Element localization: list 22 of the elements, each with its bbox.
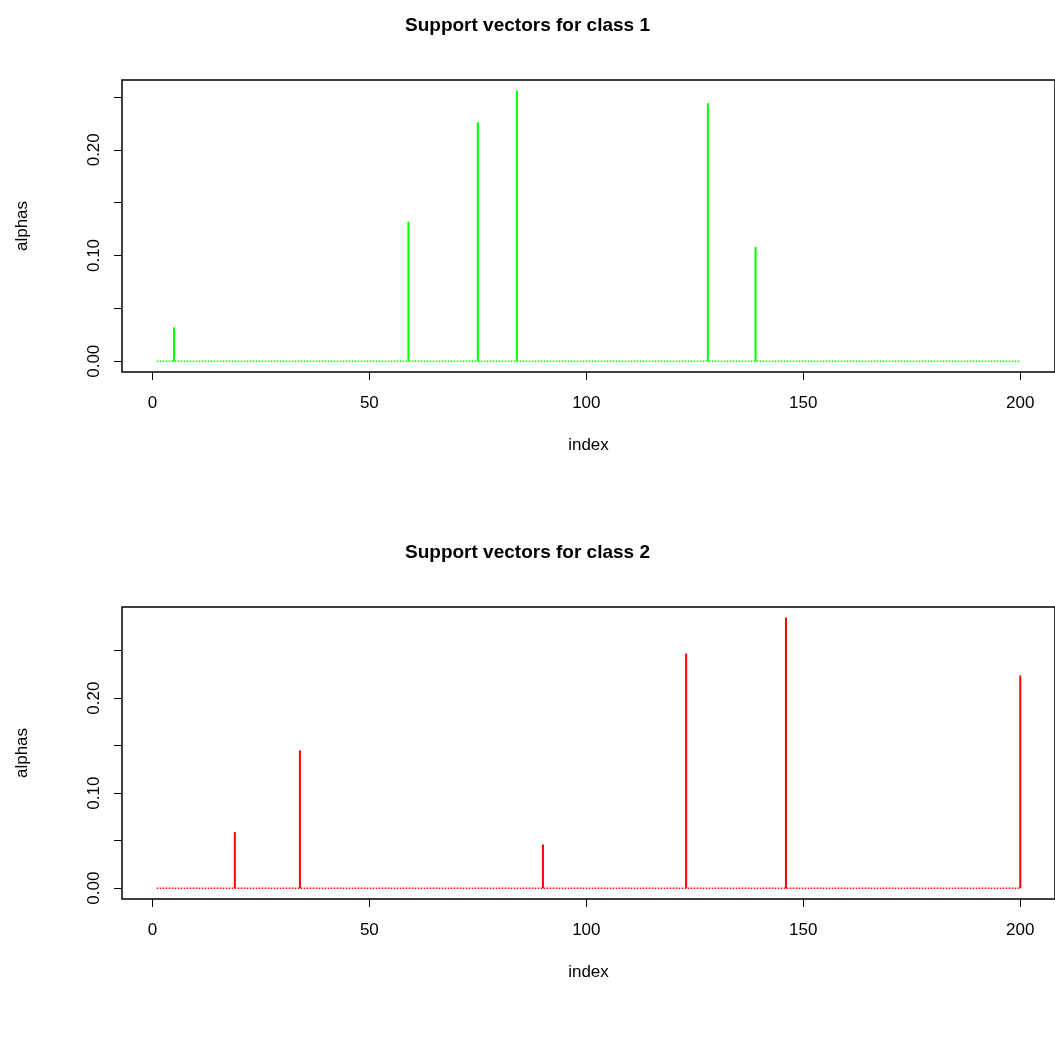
x-tick-label: 50 xyxy=(359,393,379,412)
x-tick-label: 200 xyxy=(1006,393,1035,412)
x-axis-title: index xyxy=(568,435,610,454)
y-tick-label: 0.20 xyxy=(84,133,103,167)
y-tick-label: 0.00 xyxy=(84,344,103,378)
y-tick-label: 0.10 xyxy=(84,776,103,810)
y-tick-label: 0.20 xyxy=(84,681,103,715)
x-tick-label: 150 xyxy=(789,393,818,412)
x-tick-label: 200 xyxy=(1006,920,1035,939)
x-tick-label: 100 xyxy=(572,393,601,412)
x-tick-label: 150 xyxy=(789,920,818,939)
y-axis-title: alphas xyxy=(12,727,31,779)
x-tick-label: 100 xyxy=(572,920,601,939)
y-tick-label: 0.10 xyxy=(84,238,103,273)
y-tick-label: 0.00 xyxy=(84,871,103,905)
chart-title: Support vectors for class 2 xyxy=(405,541,650,562)
x-tick-label: 50 xyxy=(359,920,379,939)
x-tick-label: 0 xyxy=(147,920,158,939)
x-tick-label: 0 xyxy=(147,393,158,412)
chart-title: Support vectors for class 1 xyxy=(405,14,651,35)
y-axis-title: alphas xyxy=(12,200,31,252)
x-axis-title: index xyxy=(568,962,610,981)
